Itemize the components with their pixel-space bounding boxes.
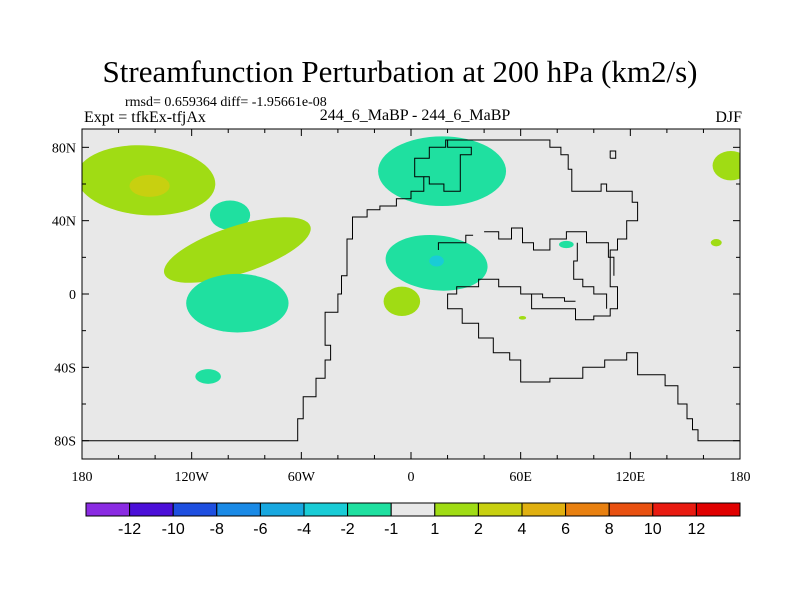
rmsd-diff-stats: rmsd= 0.659364 diff= -1.95661e-08 bbox=[125, 95, 327, 110]
colorbar-label-11: 8 bbox=[605, 521, 614, 538]
y-tick-label-4: 80S bbox=[54, 435, 76, 450]
contour-region-12 bbox=[710, 239, 722, 247]
colorbar-swatch-14 bbox=[695, 502, 741, 517]
colorbar-label-9: 4 bbox=[518, 521, 527, 538]
x-tick-label-4: 60E bbox=[509, 470, 532, 485]
colorbar-label-7: 1 bbox=[430, 521, 439, 538]
contour-region-10 bbox=[712, 151, 740, 181]
colorbar-swatch-4 bbox=[259, 502, 305, 517]
coastline-layer bbox=[82, 139, 740, 442]
colorbar-label-0: -12 bbox=[118, 521, 141, 538]
colorbar-swatch-8 bbox=[434, 502, 479, 517]
x-tick-label-5: 120E bbox=[616, 470, 646, 485]
colorbar-swatch-5 bbox=[303, 502, 349, 517]
colorbar-label-6: -1 bbox=[384, 521, 398, 538]
contour-fill-layer bbox=[82, 136, 740, 384]
contour-region-11 bbox=[559, 240, 574, 249]
axis-layer: 180 120W 60W 0 60E 120E 180 80N 40N 0 40S 80S bbox=[52, 129, 751, 485]
colorbar-swatch-3 bbox=[216, 502, 261, 517]
colorbar-swatch-9 bbox=[477, 502, 523, 517]
chart-title: Streamfunction Perturbation at 200 hPa (… bbox=[102, 54, 698, 89]
contour-region-8 bbox=[429, 255, 444, 267]
contour-region-9 bbox=[383, 286, 421, 317]
contour-region-2 bbox=[209, 200, 251, 230]
colorbar-label-12: 10 bbox=[644, 521, 662, 538]
coastline-3 bbox=[528, 293, 576, 302]
colorbar-label-3: -6 bbox=[253, 521, 267, 538]
colorbar-swatch-1 bbox=[129, 502, 174, 517]
season-label: DJF bbox=[715, 109, 742, 126]
colorbar-swatch-2 bbox=[172, 502, 218, 517]
contour-region-6 bbox=[378, 136, 507, 206]
comparison-label: 244_6_MaBP - 244_6_MaBP bbox=[319, 107, 511, 124]
contour-region-13 bbox=[518, 316, 527, 320]
x-tick-label-3: 0 bbox=[408, 470, 415, 485]
y-tick-label-2: 0 bbox=[69, 288, 76, 303]
contour-region-4 bbox=[186, 273, 289, 333]
coastline-4 bbox=[573, 242, 608, 309]
y-tick-label-1: 40N bbox=[52, 215, 76, 230]
colorbar-label-8: 2 bbox=[474, 521, 483, 538]
colorbar-label-13: 12 bbox=[688, 521, 706, 538]
y-tick-label-0: 80N bbox=[52, 141, 76, 156]
coastline-1 bbox=[423, 140, 472, 192]
colorbar-swatch-10 bbox=[521, 502, 567, 517]
experiment-label: Expt = tfkEx-tfjAx bbox=[84, 109, 206, 126]
contour-region-1 bbox=[129, 174, 170, 197]
colorbar-label-5: -2 bbox=[340, 521, 354, 538]
colorbar-label-1: -10 bbox=[162, 521, 185, 538]
colorbar-label-10: 6 bbox=[561, 521, 570, 538]
colorbar-label-4: -4 bbox=[297, 521, 311, 538]
coastline-0 bbox=[82, 139, 740, 442]
coastline-6 bbox=[609, 150, 617, 159]
colorbar-label-2: -8 bbox=[210, 521, 224, 538]
colorbar-swatch-11 bbox=[565, 502, 610, 517]
y-tick-label-3: 40S bbox=[54, 361, 76, 376]
x-tick-label-1: 120W bbox=[175, 470, 210, 485]
x-tick-label-0: 180 bbox=[72, 470, 93, 485]
contour-region-3 bbox=[163, 217, 311, 283]
x-tick-label-6: 180 bbox=[730, 470, 751, 485]
colorbar-swatch-7 bbox=[390, 502, 436, 517]
colorbar-swatch-6 bbox=[347, 502, 392, 517]
contour-region-5 bbox=[195, 369, 221, 384]
colorbar-swatch-12 bbox=[608, 502, 654, 517]
colorbar: -12 -10 -8 -6 -4 -2 -1 1 2 4 6 8 10 12 bbox=[85, 502, 741, 538]
colorbar-swatch-0 bbox=[85, 502, 131, 517]
colorbar-swatch-13 bbox=[652, 502, 697, 517]
coastline-5 bbox=[437, 234, 474, 250]
x-tick-label-2: 60W bbox=[288, 470, 316, 485]
coastline-2 bbox=[484, 227, 615, 276]
